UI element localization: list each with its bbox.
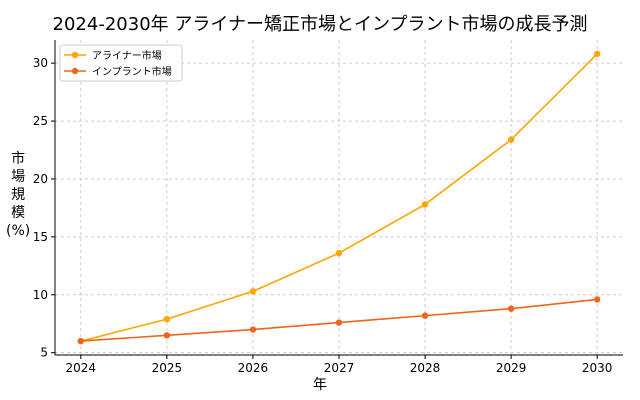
- x-tick-label: 2025: [152, 361, 183, 375]
- data-point: [163, 332, 171, 339]
- data-point: [77, 337, 85, 345]
- legend-box: [59, 44, 183, 82]
- data-point: [249, 288, 257, 295]
- y-tick-label: 10: [33, 288, 48, 302]
- data-point: [507, 305, 515, 312]
- x-tick-label: 2026: [238, 361, 269, 375]
- data-point: [421, 201, 429, 208]
- data-point: [507, 136, 515, 143]
- x-tick-label: 2029: [496, 361, 527, 375]
- y-axis-label: 市場規模(%): [6, 151, 31, 239]
- y-tick-label: 30: [33, 56, 48, 70]
- data-point: [163, 315, 171, 323]
- data-point: [593, 296, 601, 303]
- data-point: [335, 319, 343, 326]
- legend-label: アライナー市場: [92, 49, 162, 62]
- x-axis-label: 年: [313, 377, 327, 393]
- data-point: [335, 249, 343, 257]
- y-tick-label: 25: [33, 114, 48, 128]
- data-point: [421, 312, 429, 319]
- legend-marker: [71, 51, 79, 59]
- data-point: [249, 326, 257, 333]
- x-tick-label: 2027: [324, 361, 355, 375]
- x-tick-label: 2028: [410, 361, 441, 375]
- y-tick-label: 20: [33, 172, 48, 186]
- x-tick-label: 2024: [66, 361, 97, 375]
- y-tick-label: 5: [40, 346, 48, 360]
- legend-label: インプラント市場: [92, 65, 172, 78]
- chart-title: 2024-2030年 アライナー矯正市場とインプラント市場の成長予測: [53, 14, 588, 35]
- x-tick-label: 2030: [582, 361, 613, 375]
- legend-marker: [71, 67, 79, 75]
- data-point: [593, 50, 601, 58]
- y-tick-label: 15: [33, 230, 48, 244]
